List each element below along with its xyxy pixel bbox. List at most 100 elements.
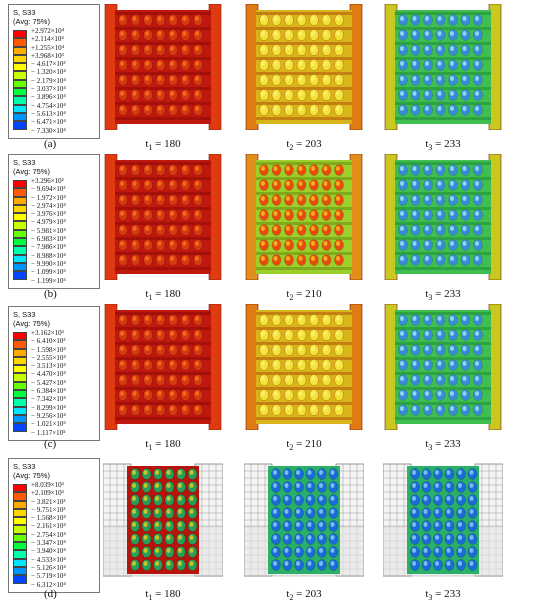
legend-swatch [13, 112, 27, 122]
legend-color-bar [13, 180, 27, 280]
color-legend: S, S33 (Avg: 75%) +3.162×10³ − 6.410×10³ − 1… [8, 306, 100, 441]
legend-value: − 1.117×10⁵ [31, 428, 66, 437]
legend-value: − 3.513×10⁴ [31, 362, 66, 371]
legend-value: +3.162×10³ [31, 329, 64, 337]
legend-value: +3.296×10² [31, 177, 64, 185]
stress-contour-image [383, 154, 503, 280]
legend-swatch [13, 365, 27, 374]
legend-value: − 1.021×10⁵ [31, 420, 66, 429]
legend-value: − 2.161×10⁴ [31, 522, 66, 531]
time-label: t2 = 203 [286, 588, 322, 602]
time-label: t1 = 180 [145, 288, 181, 303]
legend-value: − 5.613×10⁴ [31, 109, 66, 118]
legend-value: − 3.976×10⁴ [31, 210, 66, 219]
legend-value: − 9.751×10³ [31, 505, 66, 514]
legend-subtitle: (Avg: 75%) [13, 471, 50, 480]
plate [127, 466, 199, 574]
legend-subtitle: (Avg: 75%) [13, 167, 50, 176]
legend-swatch [13, 71, 27, 80]
legend-value: − 9.990×10⁴ [31, 259, 66, 268]
legend-value: +3.968×10³ [31, 51, 64, 60]
legend-value: − 7.330×10⁴ [31, 126, 66, 135]
legend-swatch [13, 558, 27, 567]
legend-swatch [13, 517, 27, 526]
legend-value: − 8.299×10⁴ [31, 403, 66, 412]
legend-swatch [13, 79, 27, 89]
legend-value: +2.114×10⁴ [31, 35, 64, 44]
legend-title: S, S33 [13, 8, 36, 17]
stress-contour-image [244, 4, 364, 130]
legend-value: − 1.320×10⁴ [31, 68, 66, 77]
stress-contour-image [103, 154, 223, 280]
legend-swatch [13, 340, 27, 349]
legend-value: − 5.427×10⁴ [31, 378, 66, 387]
plate [407, 466, 479, 574]
legend-value: +8.039×10³ [31, 481, 64, 489]
legend-swatch [13, 271, 27, 280]
legend-swatch [13, 38, 27, 47]
time-label: t3 = 233 [425, 288, 461, 303]
legend-value: − 6.410×10³ [31, 337, 66, 346]
color-legend: S, S33 (Avg: 75%) +2.972×10⁴ +2.114×10⁴ +1.2… [8, 4, 100, 139]
legend-swatch [13, 414, 27, 424]
time-label: t1 = 180 [145, 138, 181, 153]
legend-swatch [13, 63, 27, 72]
legend-swatch [13, 356, 27, 366]
stress-contour-image [103, 4, 223, 130]
stress-contour-image [383, 4, 503, 130]
legend-swatch [13, 381, 27, 391]
legend-value: − 9.256×10⁴ [31, 411, 66, 420]
legend-swatch [13, 542, 27, 551]
time-label: t2 = 210 [286, 288, 322, 303]
legend-swatch [13, 492, 27, 501]
legend-swatch [13, 406, 27, 415]
legend-swatch [13, 30, 27, 39]
panel-row: S, S33 (Avg: 75%) +3.162×10³ − 6.410×10³ − 1… [0, 300, 550, 453]
plate [268, 466, 340, 574]
stress-contour-image [383, 454, 503, 580]
color-legend: S, S33 (Avg: 75%) +3.296×10² − 9.694×10³ − 1… [8, 154, 100, 289]
stress-contour-image [103, 454, 223, 580]
legend-color-bar [13, 30, 27, 130]
panel-row: S, S33 (Avg: 75%) +8.039×10³ +2.109×10³ − 3.… [0, 450, 550, 602]
time-label: t1 = 180 [145, 588, 181, 602]
legend-swatch [13, 104, 27, 113]
legend-value: − 4.617×10³ [31, 60, 66, 69]
legend-swatch [13, 525, 27, 534]
legend-swatch [13, 575, 27, 584]
legend-value: − 7.986×10⁴ [31, 243, 66, 252]
legend-value: − 9.694×10³ [31, 185, 66, 194]
legend-swatch [13, 54, 27, 64]
legend-subtitle: (Avg: 75%) [13, 17, 50, 26]
legend-value: − 2.754×10⁴ [31, 530, 66, 539]
legend-value: − 6.384×10⁴ [31, 387, 66, 396]
time-label: t2 = 210 [286, 438, 322, 453]
stress-contour-image [244, 454, 364, 580]
legend-title: S, S33 [13, 462, 36, 471]
panel-label: (d) [44, 588, 57, 600]
time-label: t1 = 180 [145, 438, 181, 453]
legend-swatch [13, 188, 27, 197]
legend-swatch [13, 88, 27, 97]
legend-swatch [13, 96, 27, 105]
legend-swatch [13, 213, 27, 222]
legend-swatch [13, 180, 27, 189]
panel-row: S, S33 (Avg: 75%) +2.972×10⁴ +2.114×10⁴ +1.2… [0, 0, 550, 153]
legend-swatch [13, 262, 27, 272]
legend-swatch [13, 332, 27, 341]
legend-swatch [13, 390, 27, 399]
legend-swatch [13, 550, 27, 559]
legend-value: − 2.555×10⁴ [31, 353, 66, 362]
legend-subtitle: (Avg: 75%) [13, 319, 50, 328]
color-legend: S, S33 (Avg: 75%) +8.039×10³ +2.109×10³ − 3.… [8, 458, 100, 593]
legend-value: − 4.754×10⁴ [31, 101, 66, 110]
time-label: t3 = 233 [425, 588, 461, 602]
legend-value: − 6.471×10⁴ [31, 118, 66, 127]
legend-value: +1.255×10⁴ [31, 43, 65, 52]
legend-color-bar [13, 484, 27, 584]
panel-row: S, S33 (Avg: 75%) +3.296×10² − 9.694×10³ − 1… [0, 150, 550, 303]
legend-title: S, S33 [13, 158, 36, 167]
legend-swatch [13, 348, 27, 357]
legend-value: − 1.598×10⁴ [31, 345, 66, 354]
time-label: t3 = 233 [425, 438, 461, 453]
